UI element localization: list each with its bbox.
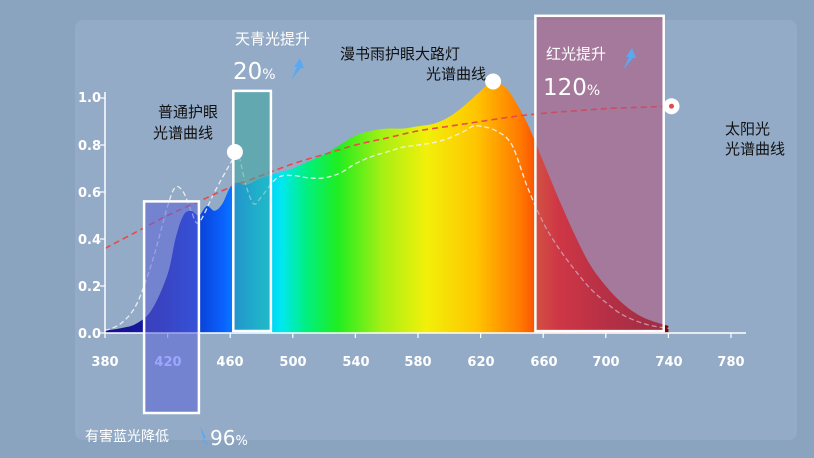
marker-sun-curve-center — [669, 103, 674, 109]
x-tick-label: 460 — [216, 355, 243, 370]
y-tick-label: 0.2 — [78, 280, 101, 295]
blue-reduction-value: 96% — [210, 426, 248, 450]
highlight-box-harmful-blue — [142, 200, 201, 415]
highlight-box-cyan-boost — [232, 89, 273, 333]
arrow-down-icon — [200, 426, 209, 446]
cyan-boost-value: 20% — [233, 59, 276, 85]
cyan-boost-label: 天青光提升 — [235, 30, 310, 48]
y-tick-label: 1.0 — [78, 91, 101, 106]
x-tick-label: 580 — [404, 355, 431, 370]
x-tick-label: 500 — [279, 355, 306, 370]
sun-curve-label-line1: 太阳光 — [725, 120, 770, 138]
x-tick-label: 620 — [467, 355, 494, 370]
red-boost-label: 红光提升 — [546, 45, 606, 63]
blue-reduction-label: 有害蓝光降低 — [85, 429, 169, 445]
marker-lamp-curve — [485, 73, 502, 90]
y-tick-label: 0.0 — [78, 327, 101, 342]
x-tick-label: 540 — [342, 355, 369, 370]
y-tick-marks — [100, 97, 105, 334]
arrow-up-icon — [291, 58, 304, 80]
x-tick-marks — [104, 333, 732, 338]
x-tick-label: 420 — [154, 355, 181, 370]
highlight-box-red-boost — [534, 14, 665, 333]
marker-normal-curve — [226, 144, 243, 160]
red-boost-value: 120% — [543, 75, 600, 101]
normal-curve-label-line1: 普通护眼 — [158, 103, 218, 121]
x-tick-label: 660 — [530, 355, 557, 370]
x-tick-label: 380 — [91, 355, 118, 370]
normal-curve-label-line2: 光谱曲线 — [153, 124, 213, 142]
lamp-curve-label-line1: 漫书雨护眼大路灯 — [340, 45, 460, 63]
x-tick-label: 700 — [592, 355, 619, 370]
x-tick-label: 780 — [717, 355, 744, 370]
sun-curve-label-line2: 光谱曲线 — [725, 140, 785, 158]
y-tick-label: 0.6 — [78, 186, 101, 201]
y-tick-label: 0.4 — [78, 233, 101, 248]
lamp-curve-label-line2: 光谱曲线 — [426, 65, 486, 83]
arrow-up-icon — [623, 48, 636, 70]
y-tick-label: 0.8 — [78, 139, 101, 154]
x-tick-label: 740 — [655, 355, 682, 370]
